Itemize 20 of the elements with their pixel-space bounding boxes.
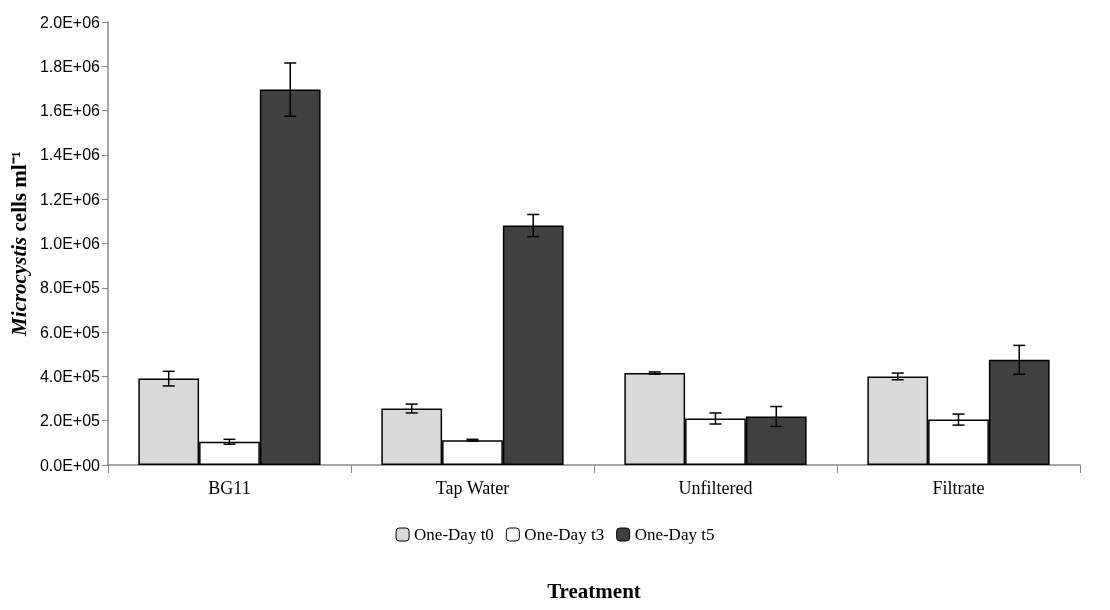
x-tick-label: Tap Water	[435, 478, 510, 498]
y-tick-label: 2.0E+05	[39, 412, 101, 430]
y-tick-label: 8.0E+05	[39, 279, 101, 297]
x-axis-title: Treatment	[547, 578, 641, 603]
y-tick-label: 6.0E+05	[39, 323, 101, 341]
y-tick-label: 4.0E+05	[39, 367, 101, 385]
y-tick-label: 0.0E+00	[39, 456, 101, 474]
x-tick-label: Filtrate	[932, 478, 985, 498]
y-tick-label: 1.6E+06	[39, 102, 101, 120]
x-tick-label: BG11	[208, 478, 251, 498]
y-tick-label: 1.0E+06	[39, 235, 101, 252]
y-tick-label: 2.0E+06	[39, 13, 101, 31]
legend-label: One-Day t5	[634, 525, 715, 544]
y-axis-title: Microcystis cells ml⁻¹	[6, 151, 31, 337]
x-tick-label: Unfiltered	[678, 478, 753, 498]
y-tick-label: 1.4E+06	[39, 146, 101, 164]
legend-label: One-Day t3	[524, 525, 605, 544]
y-tick-label: 1.8E+06	[39, 57, 101, 75]
legend-label: One-Day t0	[414, 525, 494, 544]
y-tick-label: 1.2E+06	[39, 190, 101, 208]
